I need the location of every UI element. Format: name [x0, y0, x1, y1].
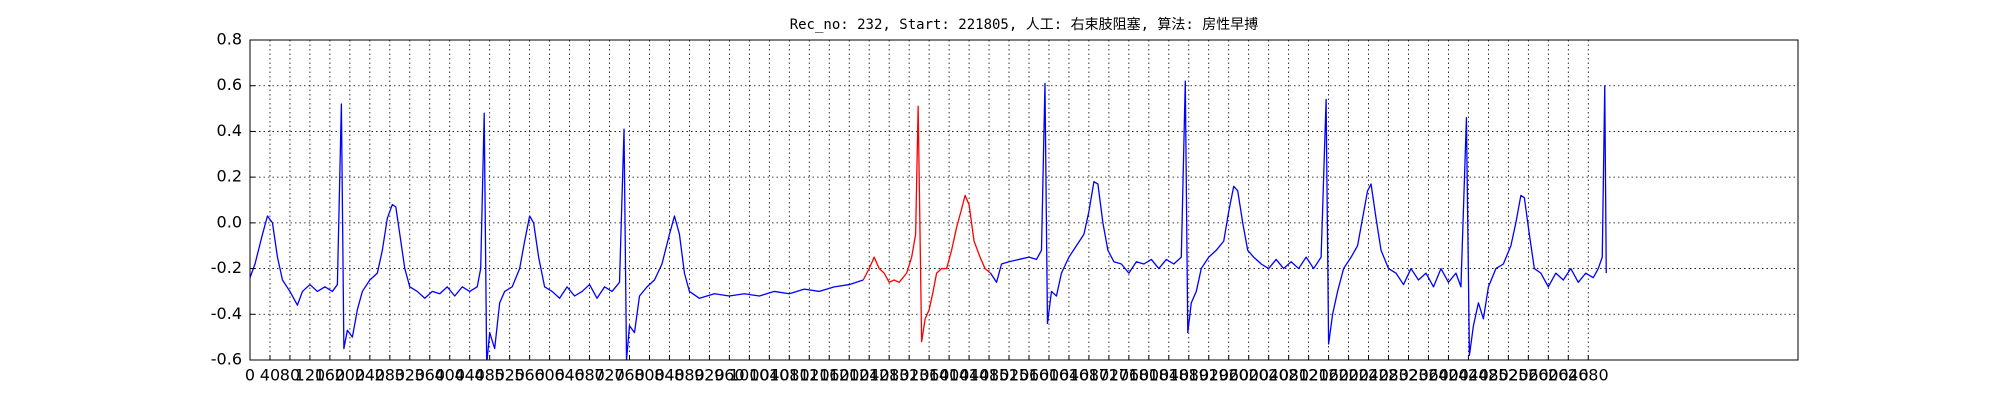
x-tick-label: 160 [315, 366, 346, 385]
x-tick-label: 280 [375, 366, 406, 385]
plot-frame [249, 39, 1799, 361]
ecg-line [862, 105, 991, 343]
x-tick-label: 800 [634, 366, 665, 385]
x-tick-label: 2160 [1308, 366, 1349, 385]
y-tick-label: -0.4 [211, 304, 242, 323]
x-tick-label: 200 [335, 366, 366, 385]
x-tick-label: 1920 [1188, 366, 1229, 385]
y-tick-label: 0.0 [217, 212, 242, 231]
x-tick-label: 1800 [1128, 366, 1169, 385]
x-tick-label: 360 [414, 366, 445, 385]
x-tick-label: 760 [614, 366, 645, 385]
x-tick-label: 1600 [1029, 366, 1070, 385]
x-tick-label: 1960 [1208, 366, 1249, 385]
x-tick-label: 1760 [1109, 366, 1150, 385]
x-tick-label: 960 [714, 366, 745, 385]
x-tick-label: 2560 [1508, 366, 1549, 385]
x-tick-label: 320 [395, 366, 426, 385]
x-tick-label: 2320 [1388, 366, 1429, 385]
x-tick-label: 2400 [1428, 366, 1469, 385]
x-tick-label: 2520 [1488, 366, 1529, 385]
x-tick-label: 1320 [889, 366, 930, 385]
y-tick-label: -0.6 [211, 350, 242, 369]
x-tick-label: 80 [280, 366, 300, 385]
x-tick-label: 1560 [1009, 366, 1050, 385]
y-tick-label: 0.8 [217, 30, 242, 49]
x-tick-label: 1520 [989, 366, 1030, 385]
x-tick-label: 2640 [1548, 366, 1589, 385]
x-tick-label: 1440 [949, 366, 990, 385]
x-tick-label: 640 [554, 366, 585, 385]
x-tick-label: 2360 [1408, 366, 1449, 385]
y-tick-label: 0.2 [217, 167, 242, 186]
x-tick-label: 2240 [1348, 366, 1389, 385]
x-tick-label: 1040 [749, 366, 790, 385]
x-tick-label: 2000 [1228, 366, 1269, 385]
x-tick-label: 480 [474, 366, 505, 385]
x-tick-label: 600 [534, 366, 565, 385]
x-tick-label: 1840 [1148, 366, 1189, 385]
plot [250, 80, 1607, 360]
x-tick-label: 120 [295, 366, 326, 385]
x-tick-label: 1640 [1049, 366, 1090, 385]
x-tick-label: 1080 [769, 366, 810, 385]
x-tick-label: 2200 [1328, 366, 1369, 385]
x-tick-label: 1680 [1069, 366, 1110, 385]
x-tick-label: 2280 [1368, 366, 1409, 385]
x-tick-label: 2480 [1468, 366, 1509, 385]
x-tick-label: 1280 [869, 366, 910, 385]
x-tick-label: 2600 [1528, 366, 1569, 385]
x-tick-label: 240 [355, 366, 386, 385]
y-tick-label: 0.6 [217, 75, 242, 94]
x-tick-label: 1240 [849, 366, 890, 385]
x-tick-label: 560 [514, 366, 545, 385]
x-tick-label: 720 [594, 366, 625, 385]
x-tick-label: 880 [674, 366, 705, 385]
x-tick-label: 1000 [729, 366, 770, 385]
y-tick-label: 0.4 [217, 121, 242, 140]
x-tick-label: 920 [694, 366, 725, 385]
x-tick-label: 840 [654, 366, 685, 385]
x-tick-label: 2680 [1568, 366, 1609, 385]
x-tick-label: 520 [494, 366, 525, 385]
x-tick-label: 1880 [1168, 366, 1209, 385]
x-tick-label: 1200 [829, 366, 870, 385]
x-tick-label: 1480 [969, 366, 1010, 385]
x-tick-label: 40 [260, 366, 280, 385]
x-tick-label: 1720 [1089, 366, 1130, 385]
x-tick-label: 1160 [809, 366, 850, 385]
x-tick-label: 680 [574, 366, 605, 385]
x-tick-label: 1120 [789, 366, 830, 385]
chart-title: Rec_no: 232, Start: 221805, 人工: 右束肢阻塞, 算… [790, 16, 1259, 33]
x-tick-label: 400 [434, 366, 465, 385]
x-tick-label: 2120 [1288, 366, 1329, 385]
y-tick-label: -0.2 [211, 258, 242, 277]
x-tick-label: 440 [454, 366, 485, 385]
x-tick-label: 2440 [1448, 366, 1489, 385]
x-tick-label: 1400 [929, 366, 970, 385]
x-tick-label: 0 [245, 366, 255, 385]
x-tick-label: 2080 [1268, 366, 1309, 385]
x-tick-label: 1360 [909, 366, 950, 385]
x-tick-label: 2040 [1248, 366, 1289, 385]
ecg-line [250, 80, 1607, 360]
